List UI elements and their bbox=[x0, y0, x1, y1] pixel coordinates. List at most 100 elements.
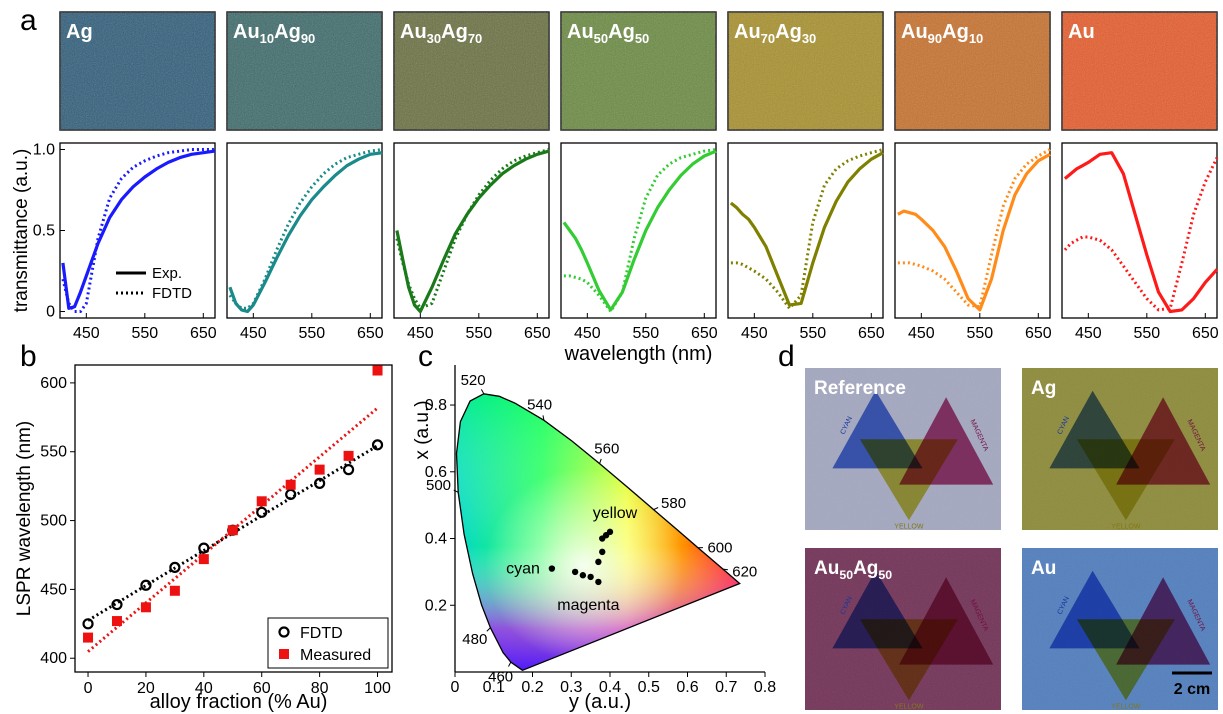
wavelength-label: 560 bbox=[594, 440, 619, 457]
series-line bbox=[564, 151, 716, 310]
x-tick-label: 0 bbox=[451, 679, 460, 696]
y-tick-label: 500 bbox=[40, 513, 67, 530]
marker bbox=[257, 496, 267, 506]
label-part: Au bbox=[233, 21, 260, 43]
marker bbox=[228, 525, 238, 535]
locus-tick bbox=[654, 508, 659, 510]
locus-tick bbox=[600, 459, 602, 464]
label-part: Au bbox=[400, 21, 427, 43]
point bbox=[580, 572, 586, 578]
y-tick-label: 1.0 bbox=[33, 141, 55, 158]
locus-tick bbox=[723, 569, 728, 570]
x-tick-label: 650 bbox=[524, 325, 551, 342]
triangle-label: YELLOW bbox=[894, 523, 924, 530]
x-tick-label: 450 bbox=[73, 325, 100, 342]
subscript: 50 bbox=[878, 568, 892, 582]
wavelength-label: 540 bbox=[527, 397, 552, 414]
legend-label: FDTD bbox=[300, 625, 343, 642]
y-tick-label: 400 bbox=[40, 650, 67, 667]
triangle-label: YELLOW bbox=[1111, 523, 1141, 530]
marker bbox=[344, 465, 353, 474]
series-line bbox=[230, 150, 382, 309]
subscript: 50 bbox=[839, 568, 853, 582]
marker bbox=[83, 633, 93, 643]
marker bbox=[141, 602, 151, 612]
point bbox=[595, 579, 601, 585]
x-tick-label: 0.8 bbox=[754, 679, 776, 696]
marker bbox=[373, 366, 383, 376]
x-tick-label: 0.2 bbox=[521, 679, 543, 696]
label-part: Ag bbox=[608, 21, 635, 43]
annotation: cyan bbox=[506, 561, 540, 578]
subscript: 50 bbox=[635, 31, 649, 46]
x-tick-label: 650 bbox=[190, 325, 217, 342]
label-part: Ag bbox=[441, 21, 468, 43]
wavelength-label: 520 bbox=[461, 372, 486, 389]
gamut bbox=[457, 394, 740, 671]
label-part: Au bbox=[1031, 558, 1056, 579]
label-part: Au bbox=[734, 21, 761, 43]
x-tick-label: 450 bbox=[908, 325, 935, 342]
label-part: Ag bbox=[274, 21, 301, 43]
label-part: Au bbox=[814, 558, 839, 579]
wavelength-label: 580 bbox=[661, 495, 686, 512]
panel-label: a bbox=[20, 4, 37, 37]
x-tick-label: 650 bbox=[858, 325, 885, 342]
gamut-fill bbox=[457, 394, 740, 671]
label-part: Reference bbox=[814, 378, 906, 399]
marker bbox=[315, 465, 325, 475]
x-axis-label: y (a.u.) bbox=[569, 691, 631, 713]
y-tick-label: 0.6 bbox=[425, 464, 447, 481]
panel-label: c bbox=[418, 340, 433, 373]
x-tick-label: 450 bbox=[741, 325, 768, 342]
x-tick-label: 550 bbox=[632, 325, 659, 342]
y-tick-label: 600 bbox=[40, 375, 67, 392]
label-part: Au bbox=[567, 21, 594, 43]
point bbox=[607, 529, 613, 535]
y-tick-label: 0.5 bbox=[33, 223, 55, 240]
series-line bbox=[898, 154, 1050, 310]
marker bbox=[199, 544, 208, 553]
series-line bbox=[564, 150, 716, 312]
series-line bbox=[397, 150, 549, 309]
series-line bbox=[1065, 153, 1217, 312]
x-tick-label: 450 bbox=[407, 325, 434, 342]
annotation: yellow bbox=[593, 505, 638, 522]
y-tick-label: 550 bbox=[40, 444, 67, 461]
x-tick-label: 650 bbox=[1192, 325, 1219, 342]
series-line bbox=[63, 150, 215, 312]
y-tick-label: 0.2 bbox=[425, 597, 447, 614]
series-line bbox=[731, 153, 883, 305]
marker bbox=[373, 440, 382, 449]
annotation: magenta bbox=[557, 597, 619, 614]
x-tick-label: 0.5 bbox=[638, 679, 660, 696]
x-tick-label: 550 bbox=[298, 325, 325, 342]
label: Ag bbox=[66, 21, 93, 43]
label: Au bbox=[1068, 21, 1095, 43]
x-tick-label: 550 bbox=[966, 325, 993, 342]
point bbox=[549, 565, 555, 571]
figure: abcdAg45055065000.51.0transmittance (a.u… bbox=[0, 0, 1223, 714]
series-line bbox=[397, 151, 549, 311]
plot-frame bbox=[895, 143, 1050, 318]
point bbox=[599, 549, 605, 555]
x-tick-label: 550 bbox=[799, 325, 826, 342]
y-tick-label: 0.4 bbox=[425, 531, 447, 548]
wavelength-label: 600 bbox=[707, 540, 732, 557]
x-axis-label: alloy fraction (% Au) bbox=[150, 691, 328, 713]
x-tick-label: 650 bbox=[357, 325, 384, 342]
triangle-label: YELLOW bbox=[894, 703, 924, 710]
x-tick-label: 0.7 bbox=[715, 679, 737, 696]
marker bbox=[170, 586, 180, 596]
legend-label: Measured bbox=[300, 647, 371, 664]
subscript: 10 bbox=[969, 31, 983, 46]
label-part: Ag bbox=[775, 21, 802, 43]
subscript: 90 bbox=[301, 31, 315, 46]
locus-tick bbox=[481, 389, 483, 393]
point bbox=[572, 569, 578, 575]
series-line bbox=[230, 153, 382, 312]
page: { "panel_labels": ["a", "b", "c", "d"], … bbox=[0, 0, 1223, 714]
panel-label: d bbox=[778, 340, 795, 373]
y-tick-label: 0 bbox=[46, 304, 55, 321]
label-part: Ag bbox=[942, 21, 969, 43]
